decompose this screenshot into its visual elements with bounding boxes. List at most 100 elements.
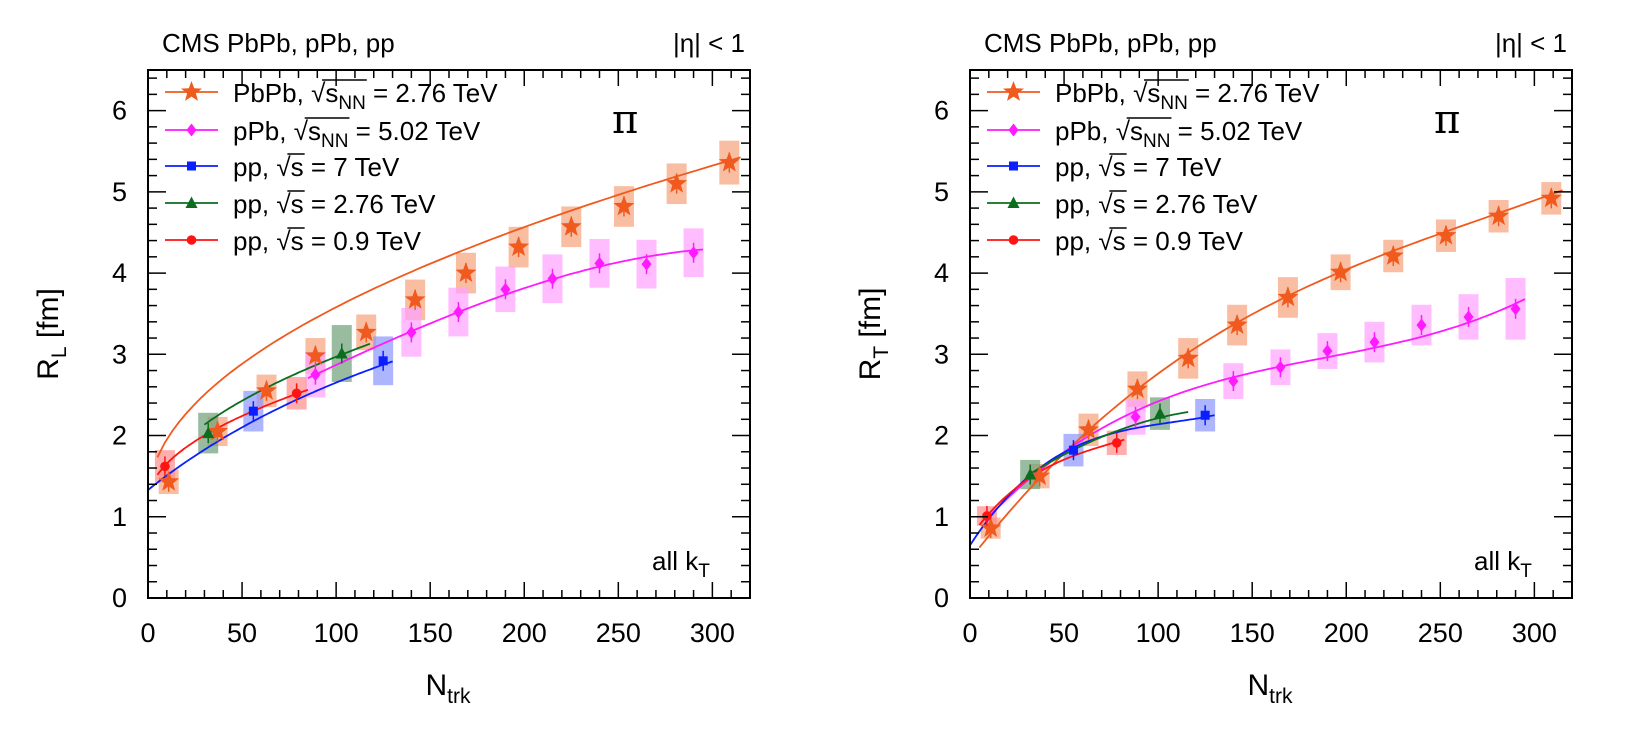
y-tick-label-5: 5 (934, 177, 949, 207)
legend-entry-pPb: pPb, √sNN = 5.02 TeV (165, 116, 481, 152)
chart-title: CMS PbPb, pPb, pp (984, 28, 1217, 58)
point-PbPb-4 (355, 321, 377, 342)
y-tick-label-3: 3 (934, 339, 949, 369)
legend-entry-pp276: pp, √s = 2.76 TeV (987, 189, 1258, 219)
point-pPb-1 (406, 325, 417, 339)
y-tick-label-4: 4 (112, 258, 127, 288)
legend-label-PbPb: PbPb, √sNN = 2.76 TeV (1055, 78, 1320, 114)
legend-label-PbPb: PbPb, √sNN = 2.76 TeV (233, 78, 498, 114)
y-tick-label-2: 2 (934, 421, 949, 451)
point-PbPb-0 (158, 470, 180, 491)
point-pPb-3 (500, 282, 511, 296)
legend-entry-pp7: pp, √s = 7 TeV (165, 152, 400, 182)
legend-label-pp276: pp, √s = 2.76 TeV (233, 189, 436, 219)
point-PbPb-9 (1435, 224, 1457, 245)
legend-label-pp276: pp, √s = 2.76 TeV (1055, 189, 1258, 219)
legend-entry-pp09: pp, √s = 0.9 TeV (165, 226, 422, 256)
legend-marker-pp276 (1007, 196, 1020, 208)
point-PbPb-2 (256, 379, 277, 400)
point-pPb-4 (1369, 335, 1380, 349)
point-pp276-0 (202, 426, 215, 439)
x-tick-label-200: 200 (502, 618, 547, 648)
x-axis: 0 50 100 150 200 250 300 (962, 70, 1573, 648)
point-PbPb-7 (1330, 261, 1352, 282)
point-pp276-0 (1024, 468, 1037, 480)
x-tick-label-300: 300 (690, 618, 735, 648)
legend-label-pp7: pp, √s = 7 TeV (233, 152, 400, 182)
x-tick-label-250: 250 (1418, 618, 1463, 648)
point-PbPb-6 (455, 262, 477, 282)
point-PbPb-7 (508, 236, 530, 256)
point-PbPb-3 (1127, 378, 1148, 399)
legend-entry-pp7: pp, √s = 7 TeV (987, 152, 1222, 182)
legend-entry-pp276: pp, √s = 2.76 TeV (165, 189, 436, 219)
point-PbPb-9 (613, 195, 635, 216)
x-tick-label-150: 150 (1230, 618, 1275, 648)
point-pPb-4 (547, 272, 558, 286)
particle-label: π (612, 97, 638, 143)
kt-range-note: all kT (652, 546, 710, 582)
legend-label-pPb: pPb, √sNN = 5.02 TeV (233, 116, 481, 152)
legend-marker-PbPb (181, 81, 202, 101)
y-axis-title: RT [fm] (854, 288, 893, 381)
y-tick-label-1: 1 (112, 502, 127, 532)
point-PbPb-10 (1488, 205, 1510, 226)
legend-label-pp09: pp, √s = 0.9 TeV (1055, 226, 1244, 256)
point-pPb-5 (594, 256, 605, 270)
point-pp7-0 (1068, 445, 1078, 455)
point-PbPb-0 (980, 517, 1002, 537)
legend-marker-pp276 (185, 196, 198, 208)
point-pPb-2 (453, 305, 464, 319)
point-PbPb-5 (1226, 314, 1248, 334)
plot-frame (969, 69, 1573, 599)
legend-marker-pPb (1008, 123, 1019, 137)
kt-range-note: all kT (1474, 546, 1532, 582)
legend-marker-pPb (186, 123, 197, 137)
point-pp276-1 (1154, 407, 1167, 419)
point-PbPb-6 (1277, 286, 1299, 307)
fit-curve-pp09 (156, 388, 309, 476)
y-tick-label-0: 0 (934, 583, 949, 613)
point-PbPb-1 (207, 420, 229, 441)
chart-rt-panel: CMS PbPb, pPb, pp |η| < 10 50 100 150 200 250 3… (854, 28, 1573, 708)
point-pp7-1 (378, 356, 388, 366)
fit-curve-PbPb (156, 156, 741, 458)
chart-rl-panel: CMS PbPb, pPb, pp |η| < 10 50 100 150 200 250 3… (32, 28, 751, 708)
point-PbPb-11 (718, 151, 740, 172)
legend-label-pp7: pp, √s = 7 TeV (1055, 152, 1222, 182)
x-tick-label-100: 100 (314, 618, 359, 648)
point-pp09-1 (1111, 438, 1122, 448)
legend-label-pPb: pPb, √sNN = 5.02 TeV (1055, 116, 1303, 152)
y-tick-label-2: 2 (112, 421, 127, 451)
legend-marker-pp09 (1008, 235, 1019, 245)
point-pp7-1 (1200, 410, 1210, 420)
point-pp09-0 (982, 511, 992, 521)
point-pPb-2 (1275, 360, 1286, 374)
x-tick-label-150: 150 (408, 618, 453, 648)
point-pPb-5 (1416, 318, 1427, 332)
point-pPb-3 (1322, 344, 1333, 358)
point-PbPb-5 (404, 288, 426, 309)
point-pPb-6 (1463, 310, 1474, 324)
legend-marker-PbPb (1003, 81, 1024, 101)
fit-curve-pPb (984, 298, 1526, 522)
fit-curve-pp09 (978, 438, 1125, 526)
x-tick-label-50: 50 (227, 618, 257, 648)
legend-entry-pPb: pPb, √sNN = 5.02 TeV (987, 116, 1303, 152)
point-pPb-7 (1510, 302, 1521, 316)
legend-marker-pp09 (186, 235, 197, 245)
y-axis: 0 1 2 3 4 5 6 (112, 77, 750, 613)
point-PbPb-11 (1540, 187, 1562, 208)
x-tick-label-50: 50 (1049, 618, 1079, 648)
legend-marker-pp7 (1009, 161, 1018, 171)
y-tick-label-6: 6 (934, 96, 949, 126)
y-axis: 0 1 2 3 4 5 6 (934, 77, 1572, 613)
x-tick-label-300: 300 (1512, 618, 1557, 648)
point-pp09-0 (160, 461, 170, 472)
legend-label-pp09: pp, √s = 0.9 TeV (233, 226, 422, 256)
y-tick-label-6: 6 (112, 96, 127, 126)
point-pPb-6 (641, 257, 652, 271)
eta-range-label: |η| < 1 (673, 28, 745, 58)
